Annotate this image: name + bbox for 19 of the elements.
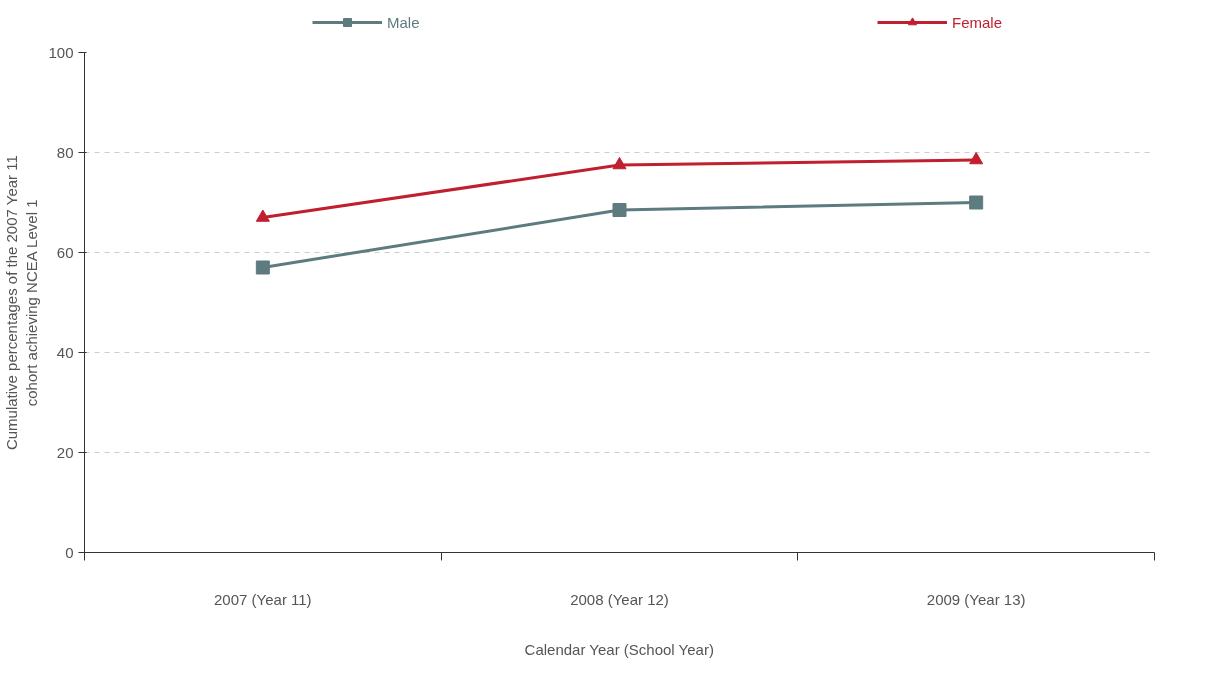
y-tick-label: 20 xyxy=(56,443,74,461)
y-tick-label: 100 xyxy=(48,43,74,61)
point xyxy=(612,203,627,217)
x-tick-label: 2007 (Year 11) xyxy=(214,590,312,608)
point xyxy=(969,195,984,210)
y-tick-label: 0 xyxy=(65,543,74,561)
y-tick-label: 40 xyxy=(56,343,74,361)
point xyxy=(255,209,270,222)
x-tick-label: 2009 (Year 13) xyxy=(926,590,1026,608)
legend-label: Male xyxy=(387,13,420,31)
y-tick-label: 60 xyxy=(56,243,74,261)
y-tick-label: 80 xyxy=(56,143,74,161)
x-axis-title: Calendar Year (School Year) xyxy=(524,640,714,658)
point xyxy=(969,151,984,165)
x-tick-label: 2008 (Year 12) xyxy=(570,590,669,608)
legend-label: Female xyxy=(952,13,1003,31)
point xyxy=(612,156,627,170)
point xyxy=(255,260,270,275)
y-axis-title: Cumulative percentages of the 2007 Year 11 cohort achieving NCEA Level 1 xyxy=(3,155,41,451)
